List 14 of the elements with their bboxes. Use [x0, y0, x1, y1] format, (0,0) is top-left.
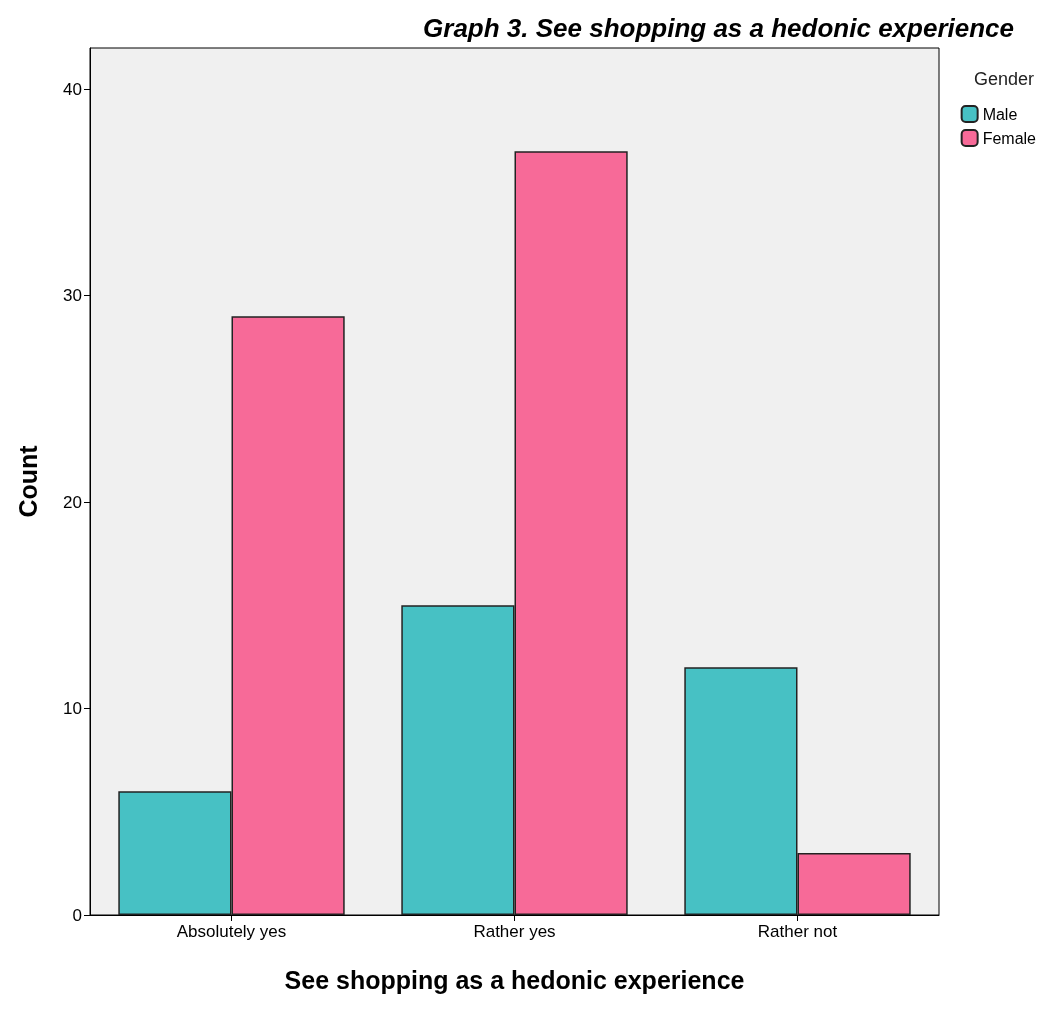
legend-label: Male	[982, 105, 1018, 123]
legend-title: Gender	[973, 69, 1035, 89]
chart-title: Graph 3. See shopping as a hedonic experience	[423, 13, 1014, 43]
y-tick-label: 30	[63, 286, 82, 306]
x-axis-title: See shopping as a hedonic experience	[284, 965, 745, 994]
y-tick-label: 0	[72, 905, 82, 925]
y-tick-label: 10	[63, 699, 82, 719]
x-tick-label: Rather not	[757, 922, 838, 941]
y-tick-label: 20	[63, 492, 82, 512]
y-tick-label: 40	[63, 79, 82, 99]
y-axis-title: Count	[13, 444, 42, 518]
x-tick-label: Absolutely yes	[176, 922, 287, 941]
x-tick-label: Rather yes	[473, 922, 556, 941]
legend-label: Female	[982, 129, 1037, 147]
